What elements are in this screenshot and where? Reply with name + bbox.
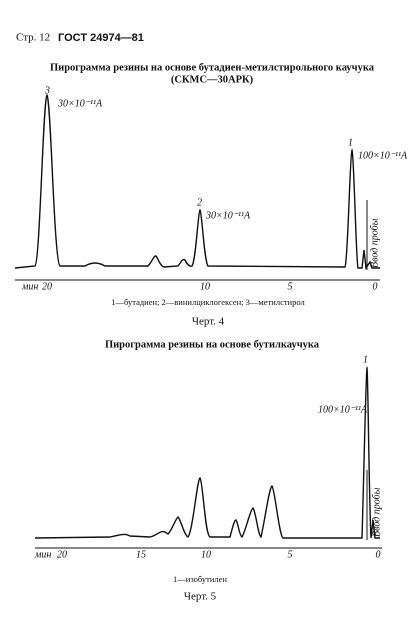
- chromatogram: [14, 93, 380, 270]
- axis-tick: 5: [288, 281, 293, 292]
- axis-tick: 20: [57, 549, 67, 560]
- figure-title: Пирограмма резины на основе бутилкаучука: [105, 339, 320, 350]
- legend: 1—бутадиен; 2—винилциклогексен; 3—метилс…: [111, 297, 305, 307]
- peak-scale: 100×10⁻¹¹A: [358, 150, 408, 161]
- figure-title: Пирограмма резины на основе бутадиен-мет…: [50, 62, 375, 73]
- peak-scale: 30×10⁻¹¹A: [205, 210, 251, 221]
- axis-tick: 20: [42, 281, 52, 292]
- peak-scale: 100×10⁻¹¹A: [318, 404, 368, 415]
- caption: Черт. 5: [184, 591, 217, 603]
- axis-tick: 0: [376, 549, 381, 560]
- standard: ГОСТ 24974—81: [58, 32, 144, 44]
- peak-number: 1: [363, 354, 368, 365]
- axis-tick: 0: [373, 281, 378, 292]
- axis-tick: 15: [136, 549, 146, 560]
- injection-label: Ввод пробы: [371, 487, 382, 537]
- axis-tick: 10: [201, 549, 211, 560]
- axis-unit: мин: [21, 281, 38, 292]
- page-number: Стр. 12: [16, 32, 50, 44]
- caption: Черт. 4: [192, 316, 225, 328]
- axis-unit: мин: [34, 549, 51, 560]
- peak-number: 2: [197, 197, 202, 208]
- axis-tick: 10: [200, 281, 210, 292]
- peak-number: 1: [348, 137, 353, 148]
- axis-tick: 5: [288, 549, 293, 560]
- peak-scale: 30×10⁻¹¹A: [57, 98, 103, 109]
- figure-subtitle: (СКМС—30АРК): [171, 74, 254, 85]
- chromatogram: [34, 365, 380, 539]
- injection-label: Ввод пробы: [369, 218, 380, 268]
- peak-number: 3: [44, 85, 50, 96]
- legend: 1—изобутилен: [173, 574, 227, 584]
